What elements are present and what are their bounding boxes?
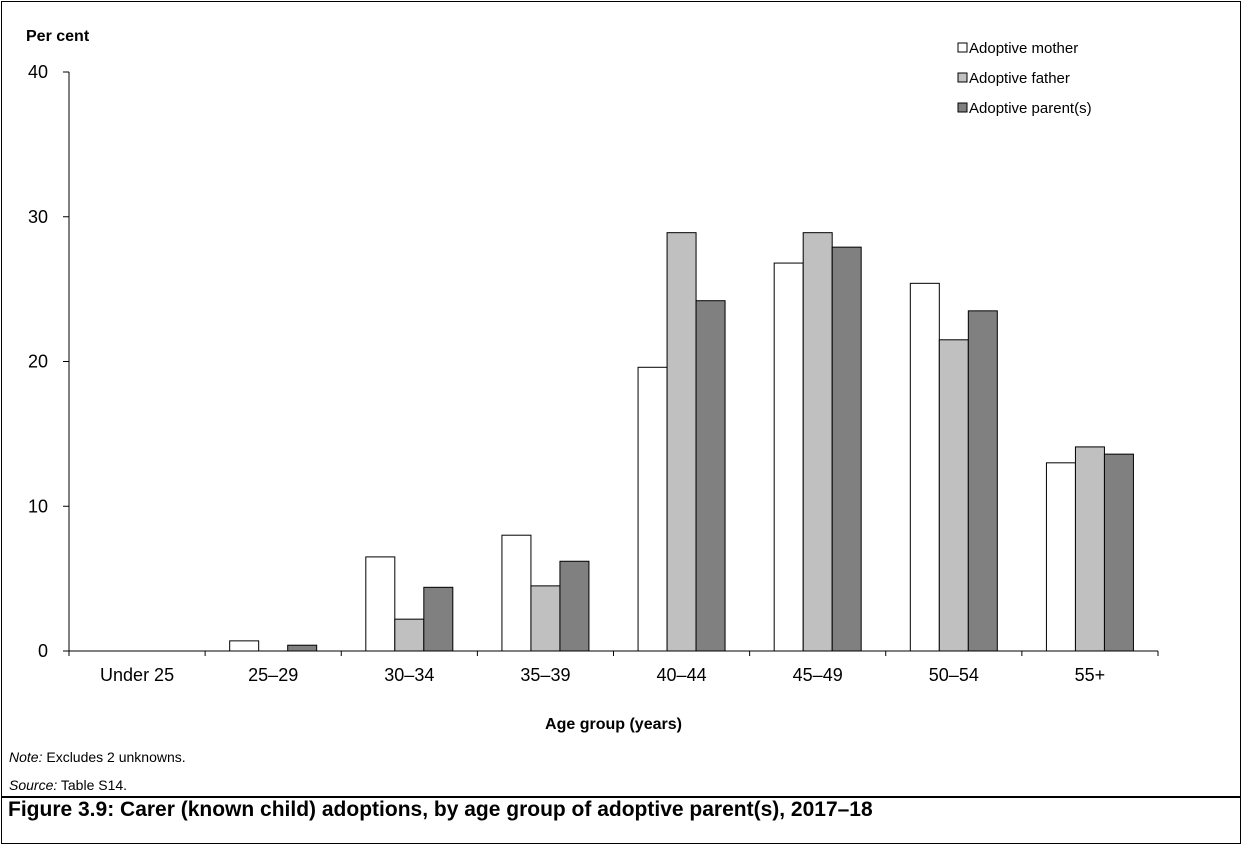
bar-adoptive-mother (1045, 462, 1076, 652)
bar-adoptive-parent-s (1103, 453, 1134, 652)
legend-swatch (957, 102, 968, 113)
legend-label: Adoptive mother (969, 40, 1078, 57)
bar-adoptive-mother (909, 282, 940, 652)
y-tick-label: 0 (38, 641, 48, 661)
y-tick-label: 20 (28, 352, 48, 372)
x-tick-label: 40–44 (657, 665, 707, 685)
bar-adoptive-mother (365, 556, 396, 652)
x-tick-label: 25–29 (248, 665, 298, 685)
source-text: Table S14. (57, 777, 128, 793)
y-axis-label: Per cent (26, 28, 90, 45)
x-tick-label: 50–54 (929, 665, 979, 685)
legend-label: Adoptive parent(s) (969, 100, 1092, 117)
note-label: Note: (9, 749, 43, 765)
x-tick-label: 30–34 (384, 665, 434, 685)
legend-swatch (957, 72, 968, 83)
bar-adoptive-parent-s (287, 644, 318, 652)
bar-adoptive-mother (637, 366, 668, 652)
chart-note: Note: Excludes 2 unknowns. (9, 749, 186, 765)
bar-adoptive-father (666, 232, 697, 652)
note-text: Excludes 2 unknowns. (42, 749, 186, 765)
bar-adoptive-parent-s (695, 300, 726, 652)
bar-adoptive-father (394, 618, 425, 652)
x-tick-label: 45–49 (793, 665, 843, 685)
bar-adoptive-father (802, 232, 833, 652)
bar-adoptive-father (530, 585, 561, 652)
y-tick-label: 10 (28, 496, 48, 516)
source-label: Source: (9, 777, 58, 793)
x-tick-label: 55+ (1075, 665, 1106, 685)
y-tick-label: 30 (28, 207, 48, 227)
bar-adoptive-mother (229, 640, 260, 652)
bar-adoptive-parent-s (559, 560, 590, 652)
x-axis-label: Age group (years) (545, 716, 682, 733)
caption-divider (1, 796, 1241, 798)
y-tick-label: 40 (28, 62, 48, 82)
legend-label: Adoptive father (969, 70, 1070, 87)
bar-adoptive-father (1074, 446, 1105, 652)
x-tick-label: 35–39 (520, 665, 570, 685)
bar-adoptive-father (938, 339, 969, 652)
bar-adoptive-parent-s (831, 246, 862, 652)
bar-adoptive-mother (773, 262, 804, 652)
bar-adoptive-parent-s (967, 310, 998, 652)
chart-source: Source: Table S14. (9, 777, 127, 793)
x-tick-label: Under 25 (100, 665, 174, 685)
bar-adoptive-mother (501, 534, 532, 652)
figure-caption: Figure 3.9: Carer (known child) adoption… (8, 798, 873, 821)
bar-adoptive-parent-s (423, 586, 454, 652)
legend-swatch (957, 42, 968, 53)
